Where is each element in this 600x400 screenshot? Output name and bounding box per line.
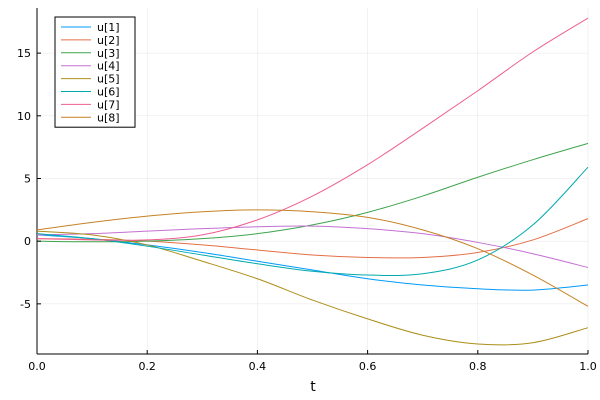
- y-tick-label: 15: [17, 47, 31, 60]
- series-line-u3: [36, 142, 589, 243]
- series-line-u8: [36, 209, 589, 307]
- series-line-u4: [36, 225, 589, 268]
- x-tick-label: 1.0: [579, 360, 597, 373]
- legend-label: u[7]: [97, 98, 120, 111]
- y-tick-label: -5: [20, 298, 31, 311]
- legend-label: u[2]: [97, 34, 120, 47]
- legend-label: u[1]: [97, 21, 120, 34]
- legend-label: u[3]: [97, 47, 120, 60]
- x-tick-label: 0.8: [469, 360, 487, 373]
- y-tick-label: 0: [24, 235, 31, 248]
- series-line-u5: [36, 230, 589, 346]
- legend-label: u[6]: [97, 86, 120, 99]
- series-line-u1: [36, 234, 589, 291]
- legend: u[1]u[2]u[3]u[4]u[5]u[6]u[7]u[8]: [54, 16, 136, 128]
- axis-ticks: 0.0 0.2 0.4 0.6 0.8 1.0 -5 0 5 10 15: [17, 47, 597, 373]
- x-tick-label: 0.4: [249, 360, 267, 373]
- x-tick-label: 0.0: [28, 360, 46, 373]
- y-tick-label: 5: [24, 172, 31, 185]
- x-tick-label: 0.2: [138, 360, 156, 373]
- x-axis-label: t: [310, 379, 316, 395]
- legend-label: u[5]: [97, 73, 120, 86]
- plot-frame: [36, 8, 588, 355]
- series-line-u7: [36, 17, 589, 241]
- legend-box: [54, 16, 136, 128]
- y-tick-label: 10: [17, 110, 31, 123]
- series-line-u6: [36, 166, 589, 276]
- legend-label: u[8]: [97, 111, 120, 124]
- series-lines: [36, 17, 589, 346]
- x-tick-label: 0.6: [359, 360, 377, 373]
- legend-label: u[4]: [97, 60, 120, 73]
